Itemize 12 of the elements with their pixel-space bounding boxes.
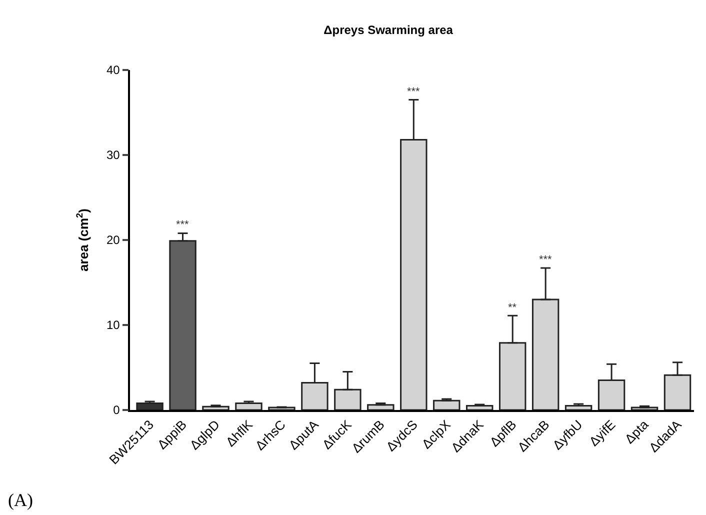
annotation: *** xyxy=(539,254,553,266)
annotation: *** xyxy=(176,219,190,231)
chart-title: Δpreys Swarming area xyxy=(324,23,454,38)
y-tick-label: 0 xyxy=(113,403,120,418)
x-tick-label: Δpta xyxy=(622,416,652,446)
y-tick-label: 20 xyxy=(106,233,120,248)
y-tick-label: 40 xyxy=(106,63,120,78)
y-tick-label: 30 xyxy=(106,148,120,162)
annotation: *** xyxy=(407,86,421,98)
text: (A) xyxy=(8,490,33,510)
annotation: ** xyxy=(508,302,518,314)
y-tick-label: 10 xyxy=(106,318,120,332)
